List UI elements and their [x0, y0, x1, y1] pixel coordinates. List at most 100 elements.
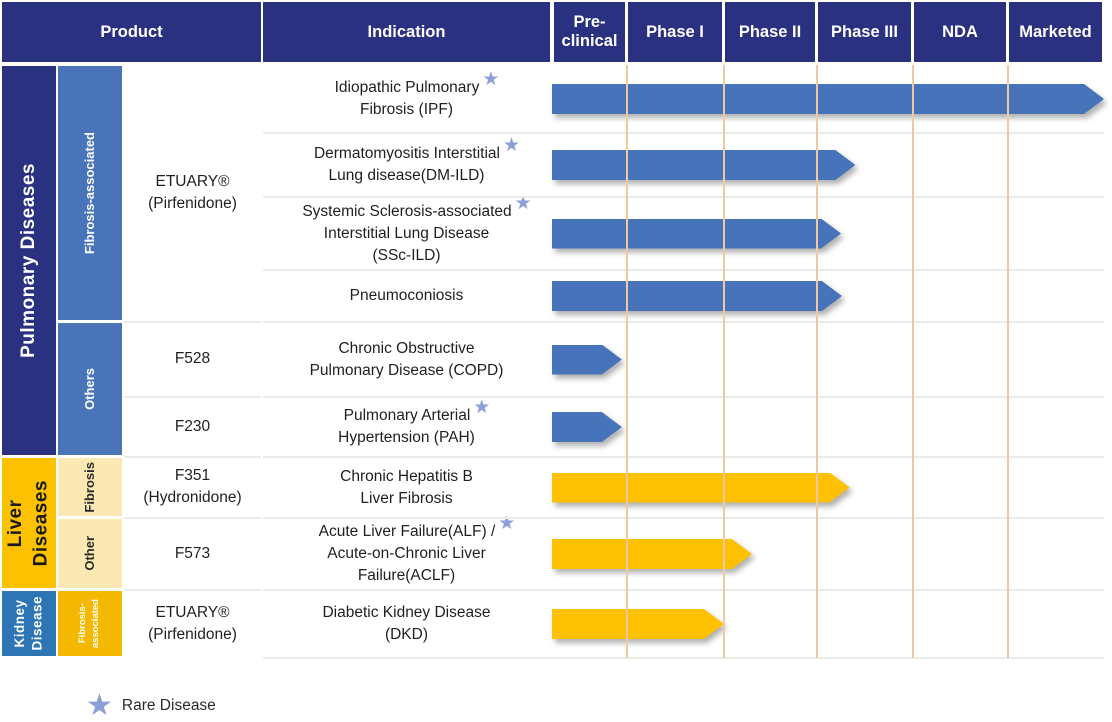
product-cell: ETUARY® (Pirfenidone): [124, 66, 261, 320]
indication-cell: Pulmonary Arterial ★ Hypertension (PAH): [338, 397, 491, 446]
disease-group-cell: Liver Diseases: [2, 458, 56, 588]
header-phase-cell: Marketed: [1009, 2, 1102, 62]
indication-text: Failure(ACLF): [357, 567, 456, 584]
indication-text: Systemic Sclerosis-associated: [302, 202, 512, 220]
indication-text: Hypertension (PAH): [338, 429, 475, 446]
indication-cell: Acute Liver Failure(ALF) / ★ Acute-on-Chro…: [318, 513, 516, 584]
product-name: F528: [174, 350, 211, 367]
indication-text: Acute-on-Chronic Liver: [327, 545, 486, 562]
pipeline-arrow: [552, 473, 850, 503]
row-separator: [263, 396, 1104, 398]
pipeline-arrow-shape: [552, 539, 752, 569]
indication-text: (DKD): [384, 626, 429, 643]
indication-text: Acute Liver Failure(ALF) /: [318, 523, 496, 540]
indication-text: Pulmonary Disease (COPD): [309, 361, 504, 379]
indication-text: Pulmonary Arterial: [343, 407, 471, 424]
indication-text: Idiopathic Pulmonary: [334, 79, 480, 96]
pipeline-arrow: [552, 281, 842, 311]
subgroup-cell: Fibrosis- associated: [58, 591, 122, 656]
indication-cell: Idiopathic Pulmonary ★ Fibrosis (IPF): [334, 69, 500, 118]
row-separator: [263, 321, 1104, 323]
product-name: ETUARY® (Pirfenidone): [148, 173, 237, 212]
subgroup-cell: Fibrosis-associated: [58, 66, 122, 320]
pipeline-arrow: [552, 539, 752, 569]
disease-group-label: Kidney Disease: [12, 596, 45, 651]
header-phase-cell: Phase II: [725, 2, 815, 62]
subgroup-label: Others: [81, 368, 97, 410]
product-name: ETUARY® (Pirfenidone): [148, 603, 237, 643]
phase-gridline: [1007, 65, 1009, 658]
disease-group-cell: Pulmonary Diseases: [2, 66, 56, 455]
pipeline-arrow: [552, 150, 855, 180]
row-separator: [124, 396, 261, 398]
phase-gridline: [626, 65, 628, 658]
subgroup-label: Fibrosis: [81, 461, 97, 513]
pipeline-arrow-shape: [552, 473, 850, 503]
pipeline-arrow-shape: [552, 84, 1104, 114]
indication-cell: Chronic Obstructive Pulmonary Disease (CO…: [263, 322, 550, 397]
product-cell: F573: [124, 519, 261, 588]
column-header-indication: Indication: [263, 2, 550, 62]
indication-cell: Pneumoconiosis: [263, 270, 550, 322]
indication-text: Pneumoconiosis: [349, 287, 464, 304]
product-name: F351 (Hydronidone): [143, 467, 242, 506]
legend-label: Rare Disease: [121, 697, 216, 714]
subgroup-label: Other: [81, 536, 97, 571]
rare-disease-star-icon: ★: [86, 689, 113, 722]
indication-text: (SSc-ILD): [372, 246, 441, 264]
phase-gridline: [912, 65, 914, 658]
pipeline-arrow: [552, 219, 841, 249]
row-separator: [124, 517, 261, 519]
indication-cell: Systemic Sclerosis-associated ★ Interstiti…: [302, 192, 532, 264]
product-cell: F230: [124, 398, 261, 455]
phase-gridline: [723, 65, 725, 658]
row-separator: [263, 269, 1104, 271]
disease-group-label: Liver Diseases: [5, 479, 52, 567]
pipeline-arrow: [552, 412, 622, 442]
row-separator: [263, 589, 1104, 591]
pipeline-arrow-shape: [552, 345, 622, 375]
indication-text: Dermatomyositis Interstitial: [313, 145, 500, 162]
indication-cell: Chronic Hepatitis B Liver Fibrosis: [263, 457, 550, 518]
row-separator: [263, 657, 1104, 659]
indication-text: Interstitial Lung Disease: [323, 224, 490, 242]
row-separator: [263, 517, 1104, 519]
pipeline-arrow-shape: [552, 412, 622, 442]
legend: ★ Rare Disease: [86, 690, 216, 722]
product-name: F230: [174, 417, 211, 435]
indication-text: Chronic Hepatitis B: [340, 467, 473, 485]
pipeline-arrow-shape: [552, 281, 842, 311]
product-cell: F528: [124, 323, 261, 395]
pipeline-arrow: [552, 609, 724, 639]
indication-text: Fibrosis (IPF): [359, 101, 453, 118]
indication-text: Liver Fibrosis: [360, 489, 453, 507]
product-cell: ETUARY® (Pirfenidone): [124, 591, 261, 656]
indication-text: Diabetic Kidney Disease: [322, 604, 491, 621]
indication-text: Lung disease(DM-ILD): [328, 167, 485, 184]
subgroup-label: Fibrosis-associated: [81, 131, 97, 255]
header-phase-cell: Phase I: [628, 2, 722, 62]
subgroup-cell: Others: [58, 323, 122, 455]
header-phase-cell: Pre- clinical: [554, 2, 625, 62]
header-phase-cell: Phase III: [818, 2, 911, 62]
row-separator: [124, 321, 261, 323]
pipeline-arrow: [552, 84, 1104, 114]
pipeline-arrow-shape: [552, 219, 841, 249]
row-separator: [263, 132, 1104, 134]
indication-cell: Dermatomyositis Interstitial ★ Lung diseas…: [313, 135, 521, 184]
subgroup-cell: Other: [58, 519, 122, 588]
pipeline-arrow: [552, 345, 622, 375]
disease-group-label: Pulmonary Diseases: [18, 163, 40, 358]
row-separator: [124, 456, 261, 458]
pipeline-arrow-shape: [552, 150, 855, 180]
indication-cell: Diabetic Kidney Disease (DKD): [263, 590, 550, 658]
pipeline-arrow-shape: [552, 609, 724, 639]
subgroup-label: Fibrosis- associated: [77, 598, 101, 649]
row-separator: [124, 589, 261, 591]
phase-gridline: [816, 65, 818, 658]
row-separator: [263, 456, 1104, 458]
column-header-product: Product: [2, 2, 261, 62]
header-phase-cell: NDA: [914, 2, 1006, 62]
subgroup-cell: Fibrosis: [58, 458, 122, 516]
